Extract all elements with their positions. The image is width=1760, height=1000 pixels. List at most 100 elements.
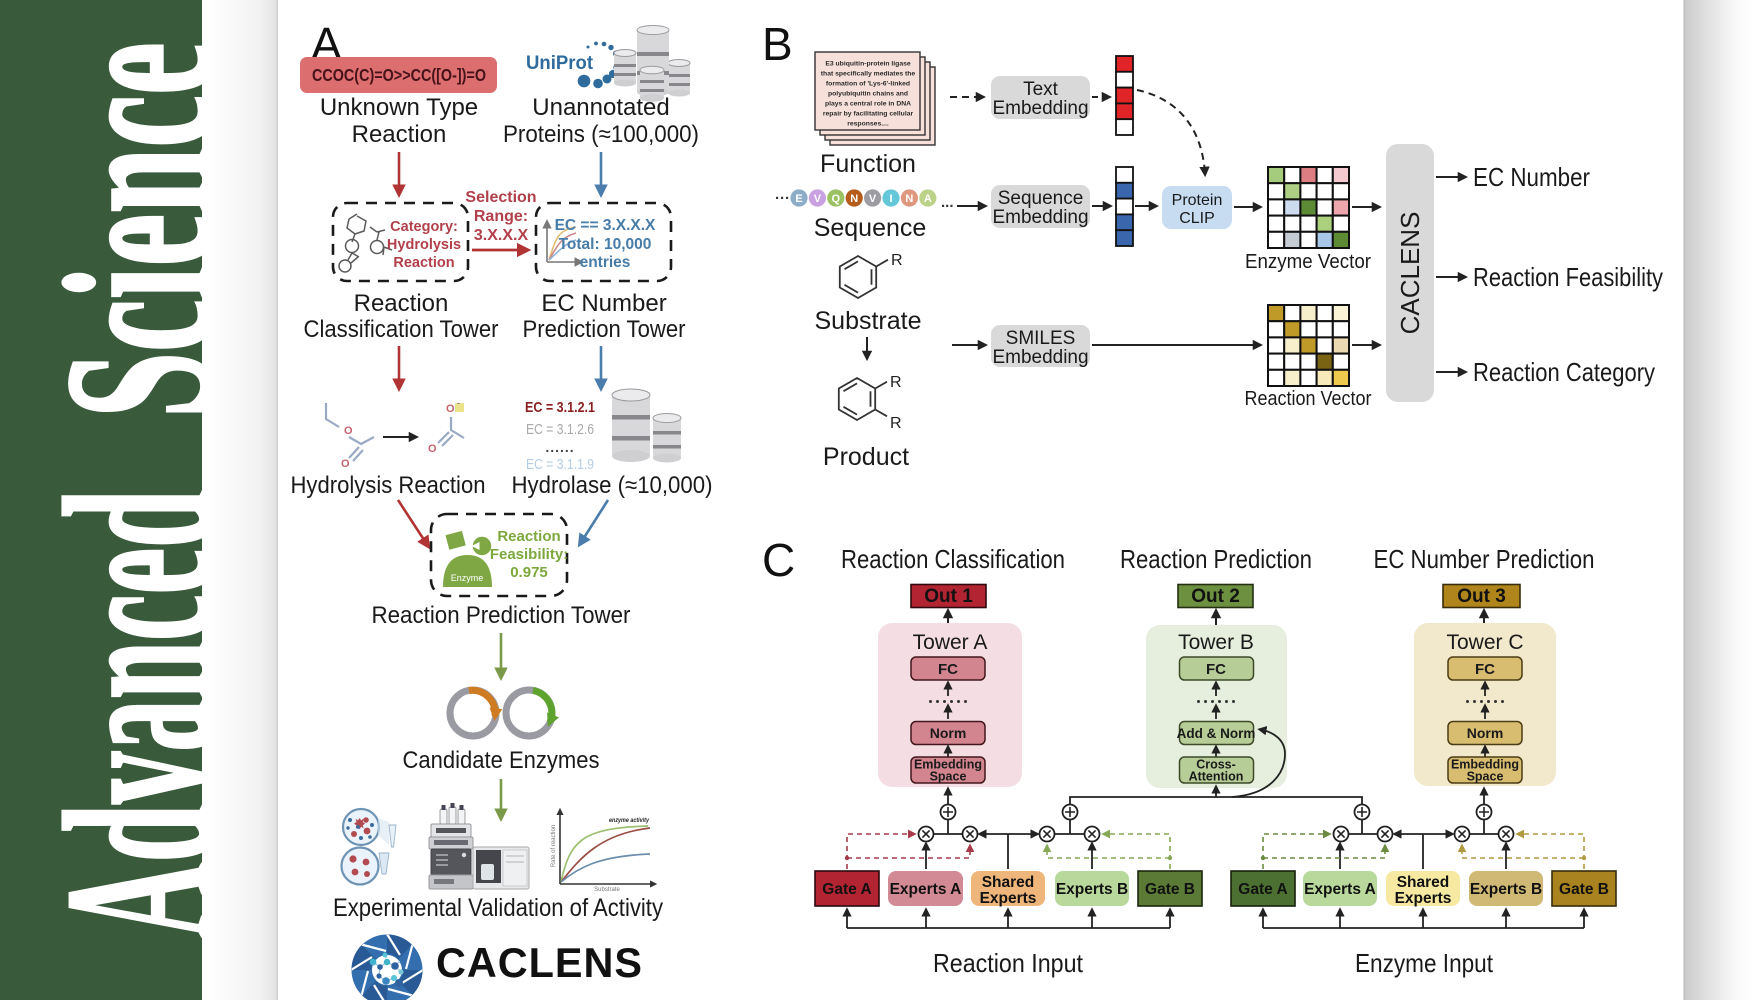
- svg-text:Hydrolysis: Hydrolysis: [387, 237, 461, 253]
- svg-text:3.X.X.X: 3.X.X.X: [474, 227, 529, 244]
- svg-text:Experts: Experts: [980, 890, 1037, 907]
- svg-text:Cross-: Cross-: [1196, 758, 1236, 772]
- svg-text:UniProt: UniProt: [526, 53, 594, 74]
- svg-text:R: R: [890, 374, 902, 391]
- svg-text:Gate A: Gate A: [822, 881, 871, 898]
- svg-text:O: O: [428, 443, 437, 455]
- svg-text:polyubiquitin chains and: polyubiquitin chains and: [828, 91, 908, 98]
- svg-text:Protein: Protein: [1172, 192, 1223, 209]
- svg-text:Enzyme: Enzyme: [451, 573, 484, 583]
- svg-text:···: ···: [775, 190, 790, 207]
- svg-text:Rate of reaction: Rate of reaction: [551, 825, 557, 867]
- svg-text:Attention: Attention: [1189, 770, 1244, 784]
- svg-text:Experts A: Experts A: [1304, 881, 1376, 898]
- svg-text:Norm: Norm: [1467, 725, 1504, 741]
- svg-text:Experts B: Experts B: [1056, 881, 1128, 898]
- svg-text:N: N: [905, 193, 913, 205]
- svg-text:Shared: Shared: [982, 874, 1035, 891]
- svg-text:Embedding: Embedding: [992, 207, 1088, 228]
- svg-text:R: R: [890, 415, 902, 432]
- svg-text:Norm: Norm: [930, 725, 967, 741]
- svg-text:A: A: [924, 193, 932, 205]
- svg-text:Reaction Vector: Reaction Vector: [1245, 388, 1372, 410]
- svg-text:Embedding: Embedding: [992, 347, 1088, 368]
- svg-text:FC: FC: [1475, 661, 1495, 678]
- svg-text:Category:: Category:: [390, 219, 458, 235]
- svg-text:Substrate: Substrate: [814, 307, 921, 335]
- svg-text:-: -: [457, 398, 460, 408]
- svg-text:Enzyme Vector: Enzyme Vector: [1245, 251, 1371, 273]
- svg-text:Proteins (≈100,000): Proteins (≈100,000): [503, 121, 699, 148]
- svg-text:Gate A: Gate A: [1238, 881, 1287, 898]
- svg-text:Q: Q: [832, 193, 841, 205]
- svg-text:...: ...: [941, 194, 954, 211]
- svg-text:Text: Text: [1023, 79, 1059, 100]
- svg-text:Reaction Prediction Tower: Reaction Prediction Tower: [372, 602, 631, 629]
- svg-text:Reaction: Reaction: [393, 255, 454, 271]
- svg-text:Substrate: Substrate: [594, 887, 620, 893]
- svg-text:Hydrolysis Reaction: Hydrolysis Reaction: [291, 472, 486, 499]
- svg-text:E3 ubiquitin-protein ligase: E3 ubiquitin-protein ligase: [825, 61, 911, 68]
- svg-text:Experts: Experts: [1395, 890, 1452, 907]
- svg-text:E: E: [795, 193, 802, 205]
- svg-text:Feasibility:: Feasibility:: [490, 546, 568, 563]
- svg-text:EC Number Prediction: EC Number Prediction: [1374, 544, 1595, 574]
- svg-text:SMILES: SMILES: [1006, 328, 1076, 349]
- svg-text:Experts B: Experts B: [1470, 881, 1542, 898]
- svg-text:Product: Product: [823, 443, 909, 471]
- svg-text:EC == 3.X.X.X: EC == 3.X.X.X: [555, 217, 656, 234]
- svg-text:Hydrolase (≈10,000): Hydrolase (≈10,000): [512, 472, 713, 499]
- svg-text:EC = 3.1.1.9: EC = 3.1.1.9: [526, 457, 594, 473]
- svg-text:Embedding: Embedding: [914, 758, 982, 772]
- svg-text:Reaction Category: Reaction Category: [1473, 357, 1655, 387]
- svg-text:Candidate Enzymes: Candidate Enzymes: [403, 747, 600, 774]
- svg-text:FC: FC: [1206, 661, 1226, 678]
- svg-text:......: ......: [545, 439, 574, 455]
- svg-text:EC = 3.1.2.1: EC = 3.1.2.1: [525, 399, 595, 416]
- svg-text:CACLENS: CACLENS: [436, 939, 643, 986]
- svg-text:I: I: [889, 193, 892, 205]
- svg-text:Function: Function: [820, 150, 916, 178]
- svg-text:repair by facilitating cellula: repair by facilitating cellular: [823, 111, 914, 118]
- svg-text:Space: Space: [1467, 770, 1504, 784]
- svg-text:EC = 3.1.2.6: EC = 3.1.2.6: [526, 422, 594, 438]
- svg-text:Space: Space: [930, 770, 967, 784]
- svg-text:Experts A: Experts A: [890, 881, 962, 898]
- svg-text:that specifically mediates the: that specifically mediates the: [821, 71, 916, 78]
- svg-text:0.975: 0.975: [510, 564, 548, 581]
- svg-text:Prediction Tower: Prediction Tower: [523, 316, 686, 343]
- svg-text:Shared: Shared: [1397, 874, 1450, 891]
- svg-text:O: O: [446, 403, 455, 415]
- svg-text:Reaction Feasibility: Reaction Feasibility: [1473, 262, 1663, 292]
- svg-text:Total: 10,000: Total: 10,000: [559, 236, 652, 253]
- svg-text:Sequence: Sequence: [998, 188, 1084, 209]
- svg-text:R: R: [891, 252, 903, 269]
- svg-text:Tower B: Tower B: [1178, 631, 1254, 654]
- svg-text:Reaction: Reaction: [497, 528, 560, 545]
- svg-text:Gate B: Gate B: [1145, 881, 1195, 898]
- svg-text:Unknown Type: Unknown Type: [320, 94, 478, 121]
- svg-text:EC Number: EC Number: [541, 290, 666, 317]
- svg-text:Range:: Range:: [474, 208, 528, 225]
- svg-text:CLIP: CLIP: [1179, 210, 1215, 227]
- svg-text:entries: entries: [580, 254, 631, 271]
- svg-text:Gate B: Gate B: [1559, 881, 1609, 898]
- svg-text:Out 2: Out 2: [1191, 586, 1240, 607]
- svg-text:Tower A: Tower A: [913, 631, 988, 654]
- svg-text:EC Number: EC Number: [1473, 162, 1590, 192]
- svg-text:O: O: [344, 425, 353, 437]
- svg-text:Reaction Classification: Reaction Classification: [841, 544, 1065, 574]
- svg-text:N: N: [850, 193, 858, 205]
- svg-text:plays a central role in DNA: plays a central role in DNA: [825, 101, 911, 108]
- svg-text:CCOC(C)=O>>CC([O-])=O: CCOC(C)=O>>CC([O-])=O: [312, 65, 486, 85]
- svg-text:Out 3: Out 3: [1457, 586, 1506, 607]
- svg-text:Out 1: Out 1: [924, 586, 973, 607]
- svg-text:Reaction Prediction: Reaction Prediction: [1120, 544, 1312, 574]
- svg-text:Classification Tower: Classification Tower: [304, 316, 499, 343]
- svg-text:Reaction Input: Reaction Input: [933, 948, 1084, 978]
- svg-text:Add & Norm: Add & Norm: [1177, 726, 1256, 741]
- svg-text:C: C: [762, 534, 795, 586]
- svg-text:Embedding: Embedding: [1451, 758, 1519, 772]
- svg-text:Reaction: Reaction: [352, 121, 447, 148]
- svg-text:CACLENS: CACLENS: [1395, 212, 1425, 335]
